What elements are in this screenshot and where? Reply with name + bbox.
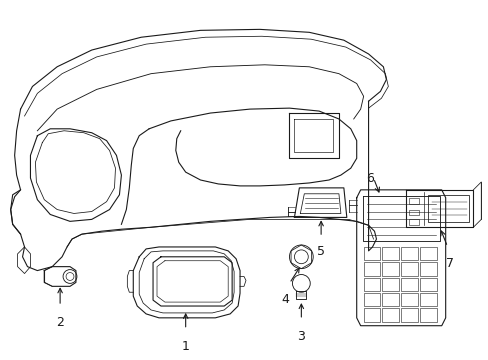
Text: 2: 2 — [56, 316, 64, 329]
Bar — [419, 309, 436, 322]
Text: 3: 3 — [297, 330, 305, 343]
Bar — [382, 309, 398, 322]
Text: 4: 4 — [281, 293, 289, 306]
Bar — [382, 262, 398, 276]
Bar — [400, 262, 417, 276]
Bar — [408, 219, 418, 225]
Bar — [427, 195, 468, 222]
Text: 5: 5 — [317, 245, 325, 258]
Bar — [382, 293, 398, 306]
Bar — [382, 247, 398, 260]
Bar — [363, 309, 380, 322]
Bar — [400, 278, 417, 291]
Text: 7: 7 — [445, 257, 453, 270]
Bar — [419, 293, 436, 306]
Bar — [419, 262, 436, 276]
Bar — [408, 210, 418, 215]
Bar — [419, 247, 436, 260]
Bar — [400, 293, 417, 306]
Bar — [363, 247, 380, 260]
Bar — [400, 247, 417, 260]
Bar — [363, 278, 380, 291]
Text: 1: 1 — [182, 339, 189, 352]
Bar — [400, 309, 417, 322]
Bar — [363, 293, 380, 306]
Text: 6: 6 — [366, 172, 374, 185]
Bar — [408, 198, 418, 204]
Bar — [419, 278, 436, 291]
Bar — [363, 262, 380, 276]
Bar — [382, 278, 398, 291]
